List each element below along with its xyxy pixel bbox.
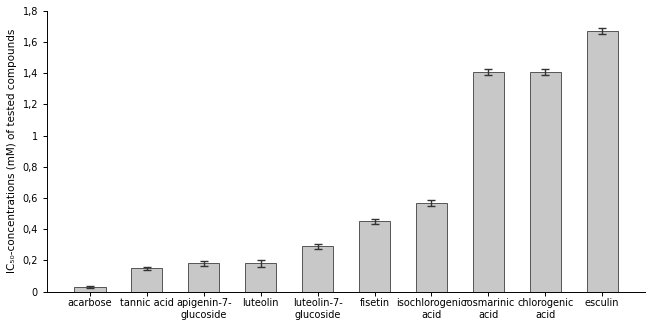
Bar	[74, 287, 106, 291]
Bar	[473, 72, 504, 291]
Bar	[245, 264, 276, 291]
Bar	[416, 203, 447, 291]
Bar	[359, 221, 390, 291]
Bar	[131, 268, 162, 291]
Bar	[302, 246, 333, 291]
Bar	[188, 264, 219, 291]
Bar	[529, 72, 561, 291]
Bar	[587, 31, 618, 291]
Y-axis label: IC₅₀-concentrations (mM) of tested compounds: IC₅₀-concentrations (mM) of tested compo…	[7, 29, 17, 273]
